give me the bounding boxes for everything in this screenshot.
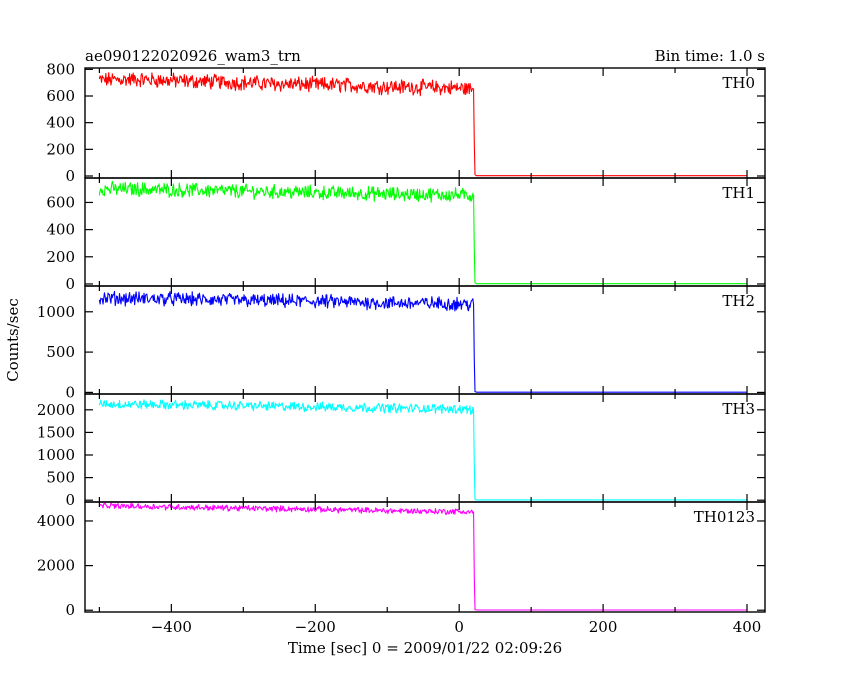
y-tick-label: 1000: [37, 303, 75, 321]
y-tick-label: 2000: [37, 557, 75, 575]
panel-label-th1: TH1: [722, 184, 755, 202]
x-tick-label: 400: [733, 618, 762, 636]
panels-group: 0 200 400 600 800 TH0 0 200 400 600 TH1 0 500 1000 TH2…: [37, 60, 766, 636]
y-tick-label: 400: [46, 114, 75, 132]
y-tick-label: 1000: [37, 446, 75, 464]
x-axis-title: Time [sec] 0 = 2009/01/22 02:09:26: [288, 639, 562, 657]
series-line-th0123: [98, 501, 748, 611]
y-tick-label: 0: [65, 383, 75, 401]
panel-label-th0123: TH0123: [694, 508, 755, 526]
y-tick-label: 500: [46, 343, 75, 361]
series-line-th2: [98, 290, 748, 393]
x-tick-label: −200: [295, 618, 336, 636]
panel-th0123: 0 2000 4000 TH0123: [37, 501, 766, 619]
panel-th0: 0 200 400 600 800 TH0: [46, 60, 766, 185]
y-tick-label: 400: [46, 221, 75, 239]
y-tick-label: 600: [46, 87, 75, 105]
series-line-th1: [98, 180, 748, 285]
y-tick-label: 0: [65, 601, 75, 619]
panel-label-th2: TH2: [722, 292, 755, 310]
y-tick-label: 500: [46, 469, 75, 487]
x-tick-label: 200: [589, 618, 618, 636]
y-tick-label: 0: [65, 167, 75, 185]
x-tick-label: −400: [151, 618, 192, 636]
y-tick-label: 600: [46, 193, 75, 211]
y-tick-label: 1500: [37, 423, 75, 441]
panel-th3: 0 500 1000 1500 2000 TH3: [37, 393, 766, 509]
y-tick-label: 200: [46, 248, 75, 266]
y-tick-label: 4000: [37, 512, 75, 530]
y-tick-label: 0: [65, 275, 75, 293]
bin-time-label: Bin time: 1.0 s: [655, 47, 765, 65]
series-line-th3: [98, 399, 748, 501]
y-tick-label: 0: [65, 491, 75, 509]
y-tick-label: 2000: [37, 401, 75, 419]
y-tick-label: 200: [46, 140, 75, 158]
y-axis-title: Counts/sec: [4, 298, 22, 382]
panel-label-th0: TH0: [722, 74, 755, 92]
panel-th1: 0 200 400 600 TH1: [46, 177, 766, 293]
panel-label-th3: TH3: [722, 400, 755, 418]
panel-th2: 0 500 1000 TH2: [37, 285, 766, 401]
panel-frame: [84, 177, 766, 287]
chart-title: ae090122020926_wam3_trn: [85, 47, 301, 65]
panel-frame: [84, 501, 766, 613]
x-tick-label: 0: [454, 618, 464, 636]
series-line-th0: [98, 72, 748, 177]
y-tick-label: 800: [46, 60, 75, 78]
